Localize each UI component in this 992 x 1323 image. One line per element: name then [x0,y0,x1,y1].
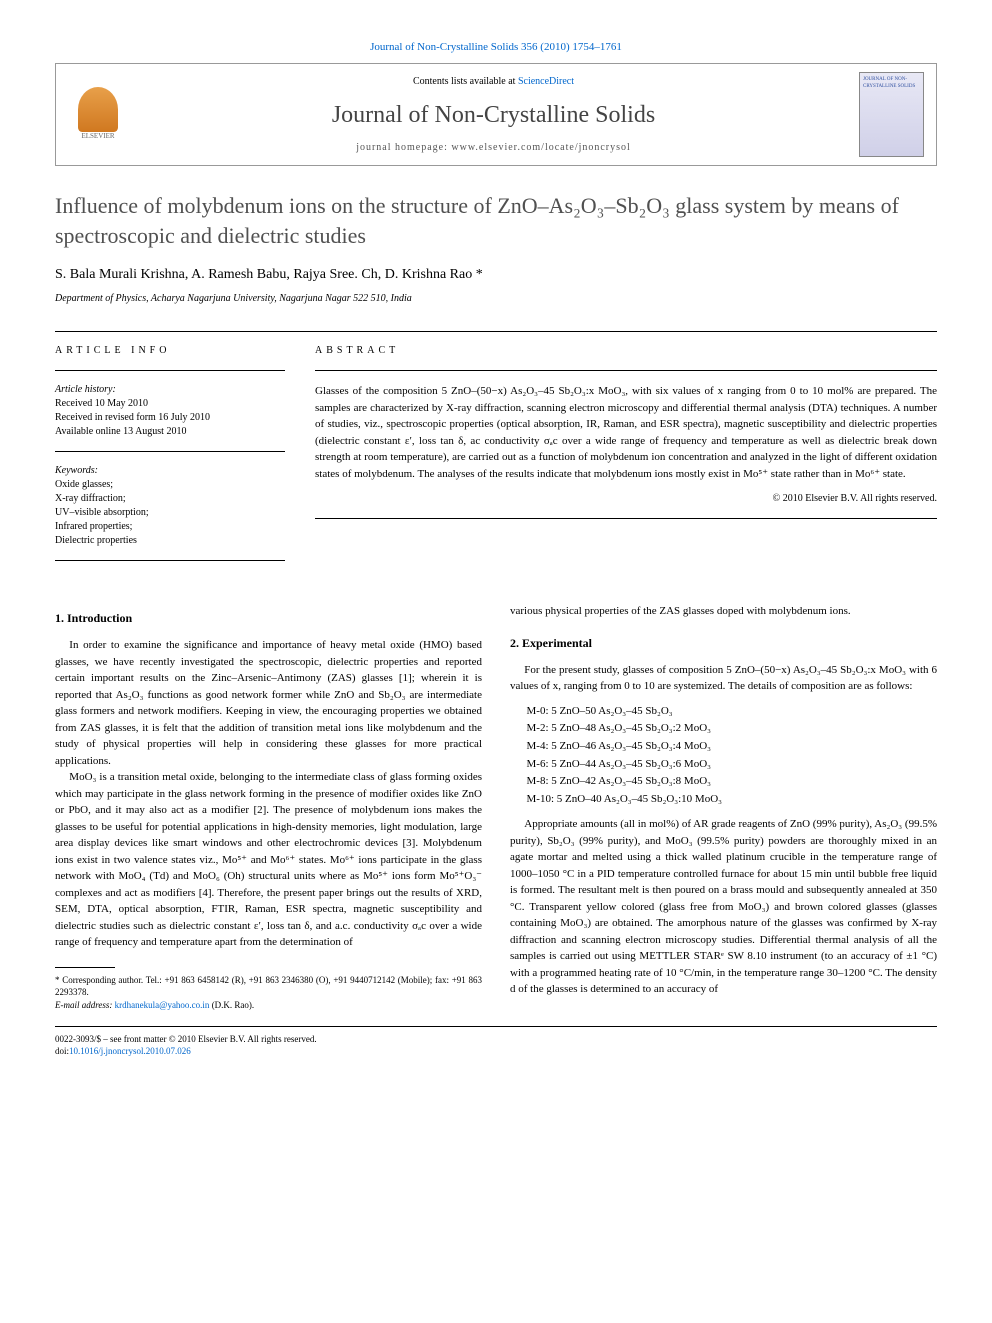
email-link[interactable]: krdhanekula@yahoo.co.in [115,1000,210,1010]
abstract-bottom-divider [315,518,937,519]
front-matter: 0022-3093/$ – see front matter © 2010 El… [55,1033,317,1046]
online-date: Available online 13 August 2010 [55,425,285,439]
col2-continuation: various physical properties of the ZAS g… [510,603,937,620]
homepage-url[interactable]: www.elsevier.com/locate/jnoncrysol [451,142,630,153]
corresponding-marker: * [476,267,483,282]
bottom-left: 0022-3093/$ – see front matter © 2010 El… [55,1033,317,1058]
composition-item: M-2: 5 ZnO–48 As₂O₃–45 Sb₂O₃:2 MoO₃ [527,720,938,738]
divider-top [55,331,937,332]
info-bottom-divider [55,560,285,561]
intro-para-2: MoO₃ is a transition metal oxide, belong… [55,769,482,951]
article-info-heading: article info [55,344,285,358]
composition-item: M-4: 5 ZnO–46 As₂O₃–45 Sb₂O₃:4 MoO₃ [527,738,938,756]
keywords-label: Keywords: [55,464,285,478]
history-label: Article history: [55,383,285,397]
abstract-text: Glasses of the composition 5 ZnO–(50−x) … [315,383,937,482]
doi-line: doi:10.1016/j.jnoncrysol.2010.07.026 [55,1045,317,1058]
info-divider [55,370,285,371]
authors-line: S. Bala Murali Krishna, A. Ramesh Babu, … [55,265,937,285]
composition-item: M-0: 5 ZnO–50 As₂O₃–45 Sb₂O₃ [527,703,938,721]
homepage-prefix: journal homepage: [356,142,451,153]
composition-item: M-10: 5 ZnO–40 As₂O₃–45 Sb₂O₃:10 MoO₃ [527,791,938,809]
section-1-title: 1. Introduction [55,609,482,627]
doi-prefix: doi: [55,1046,69,1056]
header-center: Contents lists available at ScienceDirec… [128,75,859,155]
keyword-item: Oxide glasses; [55,478,285,492]
abstract-heading: abstract [315,344,937,358]
email-footnote: E-mail address: krdhanekula@yahoo.co.in … [55,999,482,1012]
section-2-title: 2. Experimental [510,634,937,652]
sciencedirect-link[interactable]: ScienceDirect [518,76,574,87]
email-label: E-mail address: [55,1000,115,1010]
abstract-block: abstract Glasses of the composition 5 Zn… [315,344,937,573]
homepage-line: journal homepage: www.elsevier.com/locat… [128,141,859,155]
journal-cover-thumbnail: JOURNAL OF NON-CRYSTALLINE SOLIDS [859,72,924,157]
exp-para-2: Appropriate amounts (all in mol%) of AR … [510,816,937,998]
left-column: 1. Introduction In order to examine the … [55,603,482,1011]
article-info-block: article info Article history: Received 1… [55,344,285,573]
elsevier-tree-icon [78,87,118,132]
keyword-item: Dielectric properties [55,534,285,548]
keyword-item: Infrared properties; [55,520,285,534]
contents-prefix: Contents lists available at [413,76,518,87]
doi-link[interactable]: 10.1016/j.jnoncrysol.2010.07.026 [69,1046,191,1056]
bottom-bar: 0022-3093/$ – see front matter © 2010 El… [55,1026,937,1058]
journal-title: Journal of Non-Crystalline Solids [128,99,859,133]
keyword-divider [55,451,285,452]
cover-label: JOURNAL OF NON-CRYSTALLINE SOLIDS [863,76,920,90]
corresponding-footnote: * Corresponding author. Tel.: +91 863 64… [55,974,482,999]
info-abstract-row: article info Article history: Received 1… [55,344,937,573]
journal-header: ELSEVIER Contents lists available at Sci… [55,63,937,166]
body-columns: 1. Introduction In order to examine the … [55,603,937,1011]
composition-item: M-8: 5 ZnO–42 As₂O₃–45 Sb₂O₃:8 MoO₃ [527,773,938,791]
article-title: Influence of molybdenum ions on the stru… [55,191,937,250]
revised-date: Received in revised form 16 July 2010 [55,411,285,425]
right-column: various physical properties of the ZAS g… [510,603,937,1011]
exp-para-1: For the present study, glasses of compos… [510,662,937,695]
authors-text: S. Bala Murali Krishna, A. Ramesh Babu, … [55,267,476,282]
affiliation: Department of Physics, Acharya Nagarjuna… [55,292,937,306]
intro-para-1: In order to examine the significance and… [55,637,482,769]
keyword-item: UV–visible absorption; [55,506,285,520]
keywords-block: Keywords: Oxide glasses; X-ray diffracti… [55,464,285,548]
keyword-item: X-ray diffraction; [55,492,285,506]
footnote-separator [55,967,115,968]
received-date: Received 10 May 2010 [55,397,285,411]
journal-reference: Journal of Non-Crystalline Solids 356 (2… [55,40,937,55]
contents-line: Contents lists available at ScienceDirec… [128,75,859,89]
elsevier-label: ELSEVIER [81,132,114,142]
composition-list: M-0: 5 ZnO–50 As₂O₃–45 Sb₂O₃ M-2: 5 ZnO–… [527,703,938,809]
abstract-copyright: © 2010 Elsevier B.V. All rights reserved… [315,492,937,506]
composition-item: M-6: 5 ZnO–44 As₂O₃–45 Sb₂O₃:6 MoO₃ [527,756,938,774]
email-attribution: (D.K. Rao). [209,1000,254,1010]
elsevier-logo: ELSEVIER [68,80,128,150]
abstract-divider [315,370,937,371]
